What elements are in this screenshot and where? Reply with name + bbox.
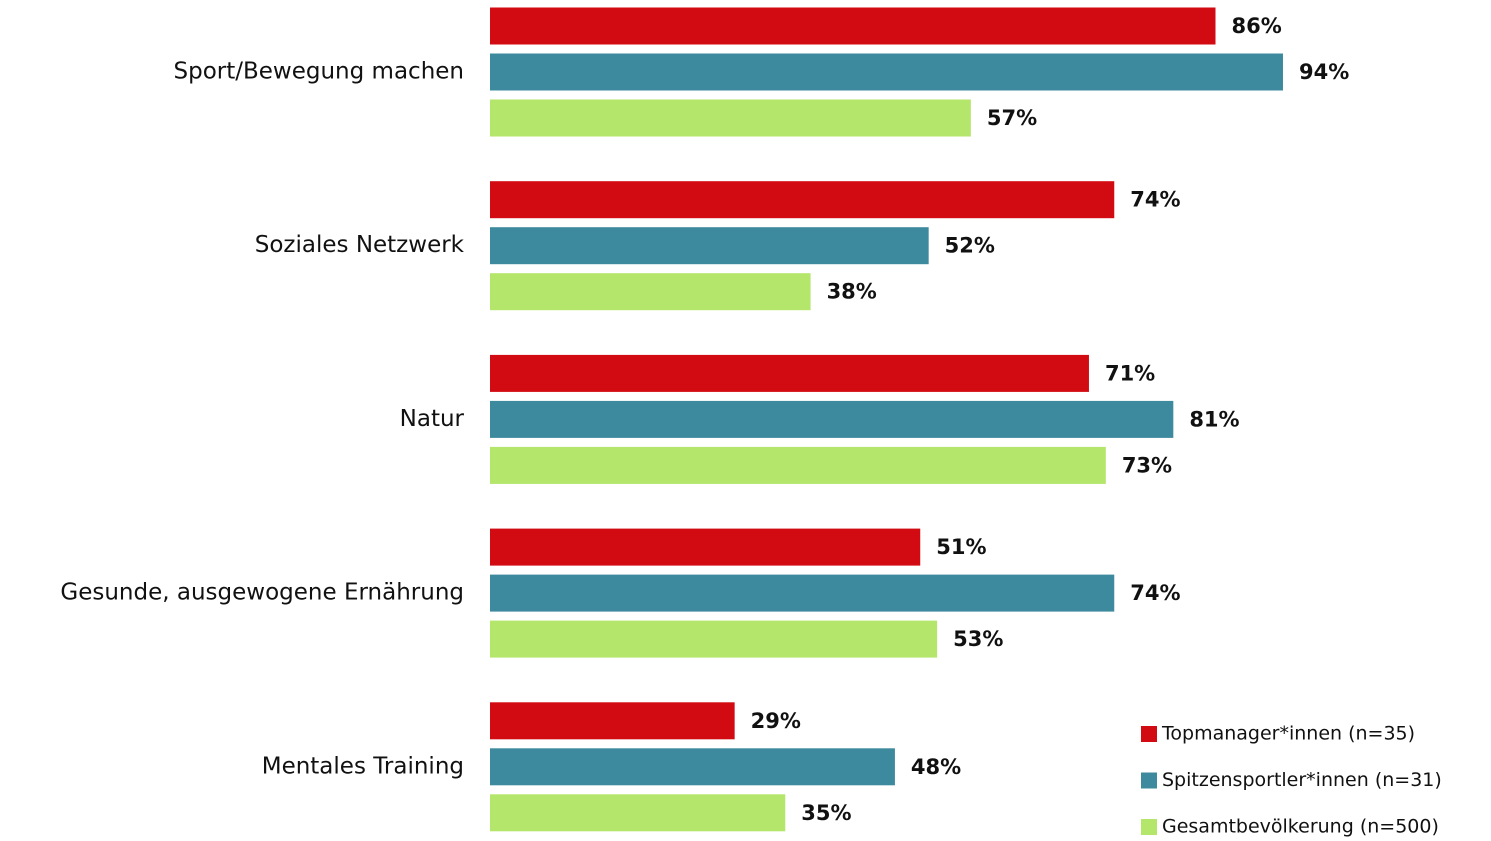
legend-swatch — [1141, 819, 1157, 835]
bar — [490, 528, 921, 566]
value-label: 52% — [945, 234, 995, 258]
value-label: 74% — [1130, 188, 1180, 212]
value-label: 29% — [751, 709, 801, 733]
value-label: 86% — [1231, 14, 1281, 38]
bar — [490, 7, 1216, 45]
bar — [490, 227, 929, 265]
legend-swatch — [1141, 726, 1157, 742]
value-label: 57% — [987, 106, 1037, 130]
value-label: 71% — [1105, 361, 1155, 385]
bar — [490, 446, 1106, 484]
value-label: 94% — [1299, 60, 1349, 84]
value-label: 38% — [827, 280, 877, 304]
legend-swatch — [1141, 772, 1157, 789]
legend-label: Topmanager*innen (n=35) — [1161, 723, 1415, 745]
category-label: Gesunde, ausgewogene Ernährung — [60, 580, 464, 606]
category-label: Sport/Bewegung machen — [174, 59, 465, 85]
bar — [490, 354, 1089, 392]
bar — [490, 574, 1115, 612]
bar — [490, 794, 786, 832]
bar — [490, 702, 735, 740]
bar — [490, 748, 895, 786]
bar — [490, 181, 1115, 219]
category-label: Soziales Netzwerk — [255, 232, 465, 258]
category-label: Mentales Training — [262, 753, 464, 779]
legend-label: Gesamtbevölkerung (n=500) — [1162, 816, 1439, 838]
category-label: Natur — [400, 406, 465, 432]
bar — [490, 273, 811, 311]
value-label: 74% — [1130, 581, 1180, 605]
value-label: 51% — [936, 535, 986, 559]
value-label: 35% — [801, 801, 851, 825]
value-label: 53% — [953, 627, 1003, 651]
bar — [490, 400, 1174, 438]
bar — [490, 99, 971, 137]
bar — [490, 620, 938, 658]
legend-label: Spitzensportler*innen (n=31) — [1162, 769, 1442, 791]
value-label: 81% — [1189, 407, 1239, 431]
value-label: 73% — [1122, 453, 1172, 477]
value-label: 48% — [911, 755, 961, 779]
bar — [490, 53, 1283, 91]
